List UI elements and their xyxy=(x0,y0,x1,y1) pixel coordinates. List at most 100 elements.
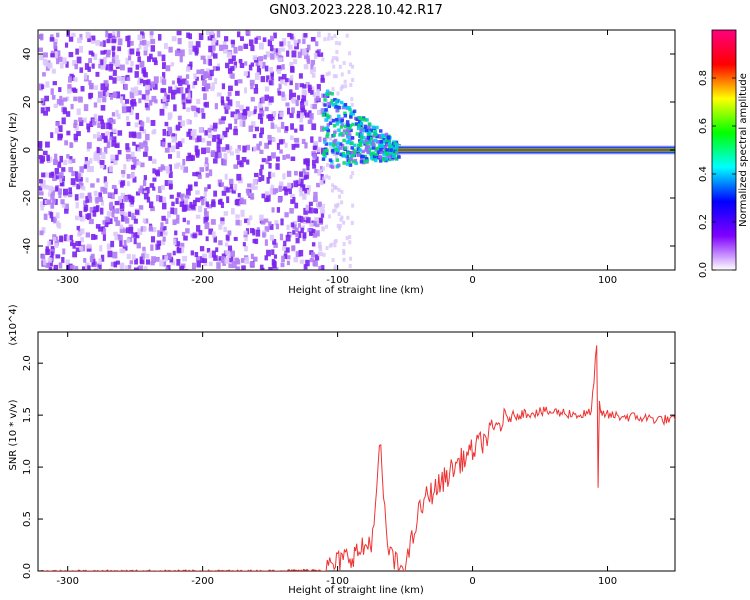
noise-cell xyxy=(220,221,225,226)
noise-cell xyxy=(149,183,155,188)
noise-cell xyxy=(272,238,277,245)
noise-cell xyxy=(40,180,46,188)
noise-cell xyxy=(303,158,307,165)
noise-cell xyxy=(151,95,157,103)
noise-cell xyxy=(208,261,213,267)
noise-cell xyxy=(114,54,119,60)
noise-cell xyxy=(105,131,110,136)
noise-cell xyxy=(212,122,218,129)
noise-cell xyxy=(286,170,292,177)
noise-cell xyxy=(66,130,71,136)
noise-cell xyxy=(186,107,191,112)
noise-cell xyxy=(216,261,221,269)
noise-cell xyxy=(185,228,190,234)
noise-cell xyxy=(163,43,168,50)
noise-cell xyxy=(176,125,181,131)
noise-cell xyxy=(162,261,167,267)
noise-cell xyxy=(289,33,294,40)
noise-cell xyxy=(142,218,146,223)
snr-frame xyxy=(37,331,676,572)
noise-cell xyxy=(337,187,341,192)
noise-cell xyxy=(349,256,353,261)
signal-cell xyxy=(333,142,338,147)
signal-cell xyxy=(335,122,340,126)
noise-cell xyxy=(221,190,227,196)
noise-cell xyxy=(303,64,309,70)
noise-cell xyxy=(170,145,176,153)
signal-cell xyxy=(367,122,372,126)
noise-cell xyxy=(131,172,135,179)
noise-cell xyxy=(254,238,259,244)
signal-cell xyxy=(336,145,340,150)
noise-cell xyxy=(139,40,145,45)
noise-cell xyxy=(194,181,198,187)
noise-cell xyxy=(306,189,311,195)
noise-cell xyxy=(122,245,128,251)
noise-cell xyxy=(329,136,333,141)
noise-cell xyxy=(200,68,205,75)
noise-cell xyxy=(88,57,93,64)
noise-cell xyxy=(221,116,227,121)
noise-cell xyxy=(279,233,284,241)
snr-y-tick-label: 0.5 xyxy=(22,511,33,527)
noise-cell xyxy=(310,136,314,143)
noise-cell xyxy=(233,46,238,54)
noise-cell xyxy=(148,227,154,232)
noise-cell xyxy=(279,149,283,154)
noise-cell xyxy=(120,76,126,84)
noise-cell xyxy=(238,45,243,51)
noise-cell xyxy=(189,201,193,208)
signal-cell xyxy=(326,132,330,136)
noise-cell xyxy=(250,111,256,116)
noise-cell xyxy=(192,172,198,177)
noise-cell xyxy=(284,142,288,148)
signal-cell xyxy=(346,139,351,144)
noise-cell xyxy=(340,215,344,220)
spectrogram-x-axis: -300 -200 -100 0 100 xyxy=(56,30,617,286)
noise-cell xyxy=(67,76,72,83)
noise-cell xyxy=(348,62,352,67)
noise-cell xyxy=(159,259,164,267)
noise-cell xyxy=(221,147,227,152)
noise-cell xyxy=(221,83,226,90)
noise-cell xyxy=(86,123,91,130)
noise-cell xyxy=(45,66,50,71)
noise-cell xyxy=(310,64,314,70)
noise-cell xyxy=(129,40,134,46)
noise-cell xyxy=(89,82,94,90)
noise-cell xyxy=(278,185,282,192)
noise-cell xyxy=(329,114,333,119)
noise-cell xyxy=(96,146,100,154)
noise-cell xyxy=(235,148,240,154)
noise-cell xyxy=(40,107,45,114)
signal-cell xyxy=(332,133,336,137)
noise-cell xyxy=(54,38,58,45)
noise-cell xyxy=(112,92,118,98)
noise-cell xyxy=(211,40,216,47)
noise-cell xyxy=(118,76,123,81)
noise-cell xyxy=(119,227,125,233)
noise-cell xyxy=(155,256,160,262)
noise-cell xyxy=(319,178,324,186)
noise-cell xyxy=(67,84,72,91)
noise-cell xyxy=(186,220,190,225)
noise-cell xyxy=(322,176,326,181)
noise-cell xyxy=(255,60,259,67)
signal-cell xyxy=(365,141,369,146)
noise-cell xyxy=(65,259,70,266)
noise-cell xyxy=(62,57,67,64)
noise-cell xyxy=(50,88,54,95)
noise-cell xyxy=(44,59,49,67)
noise-cell xyxy=(223,226,227,233)
noise-cell xyxy=(89,121,94,128)
noise-cell xyxy=(176,151,181,159)
noise-cell xyxy=(259,168,263,176)
noise-cell xyxy=(75,202,79,209)
noise-cell xyxy=(46,263,50,268)
noise-cell xyxy=(192,233,197,239)
noise-cell xyxy=(76,131,81,137)
noise-cell xyxy=(227,149,232,154)
signal-cell xyxy=(375,125,379,130)
noise-cell xyxy=(258,42,264,50)
noise-cell xyxy=(334,74,338,79)
